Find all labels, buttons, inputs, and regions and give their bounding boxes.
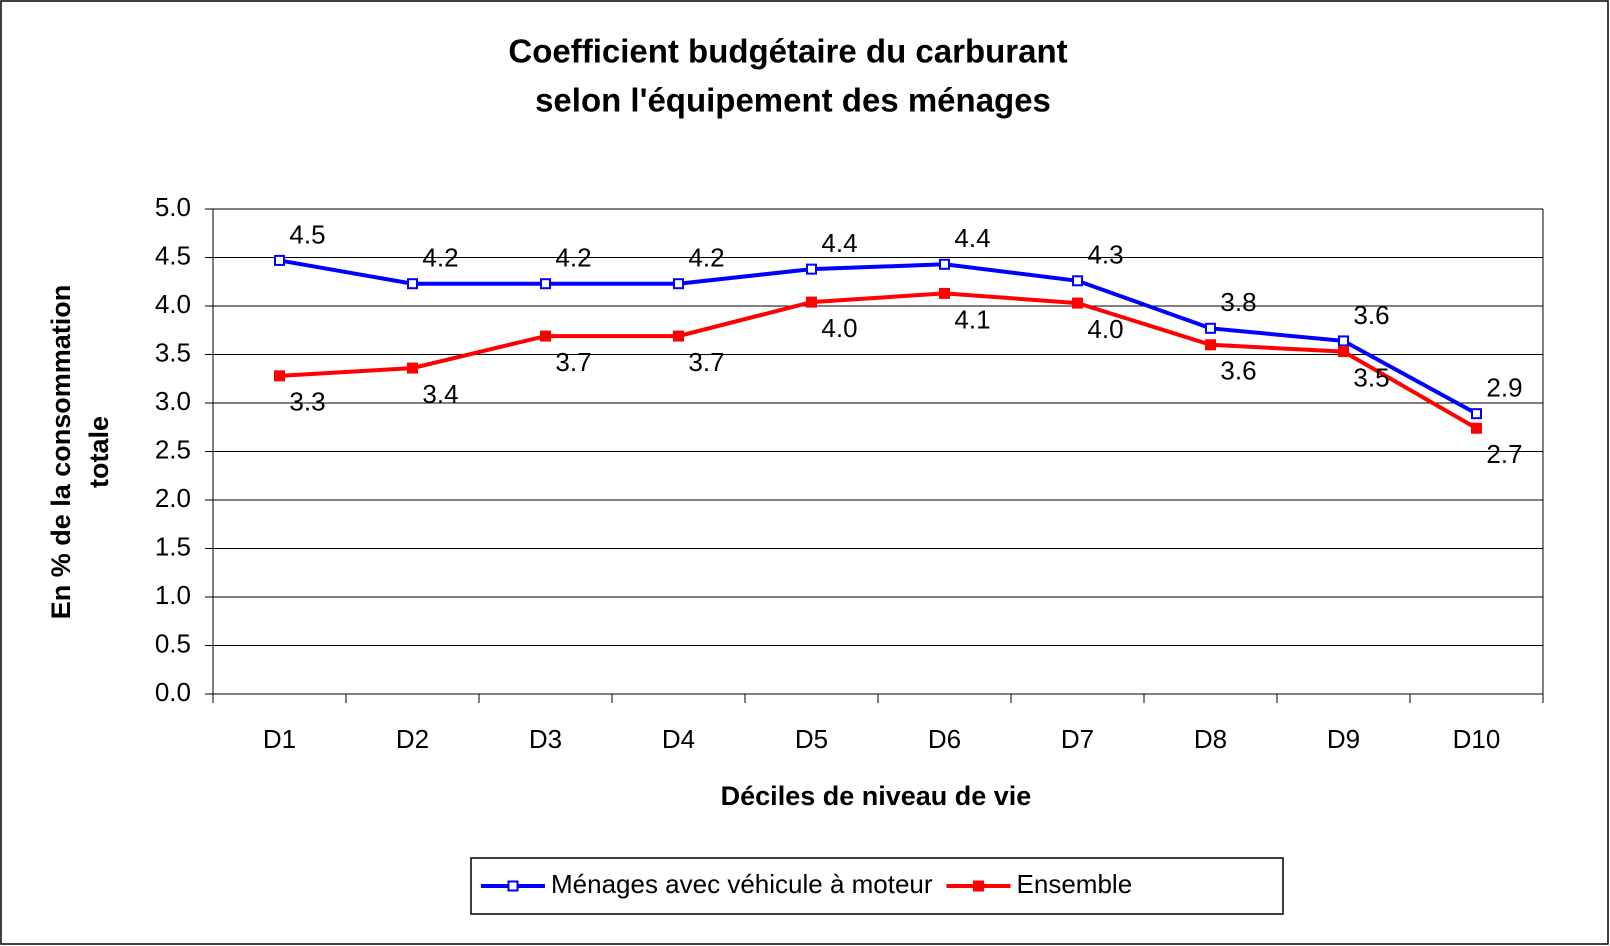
x-tick-label: D5 bbox=[795, 724, 828, 754]
point-marker bbox=[1471, 408, 1482, 420]
data-label: 3.8 bbox=[1220, 287, 1256, 317]
x-tick-label: D2 bbox=[396, 724, 429, 754]
point-marker bbox=[540, 278, 551, 290]
point-marker bbox=[939, 287, 950, 299]
point-marker bbox=[673, 278, 684, 290]
data-label: 4.0 bbox=[1087, 314, 1123, 344]
data-label: 4.3 bbox=[1087, 240, 1123, 270]
y-tick-label: 3.0 bbox=[155, 386, 191, 416]
data-label: 3.6 bbox=[1353, 300, 1389, 330]
y-axis-label: totale bbox=[84, 416, 114, 488]
y-tick-label: 4.5 bbox=[155, 240, 191, 270]
point-marker bbox=[1205, 322, 1216, 334]
data-label: 4.4 bbox=[821, 228, 857, 258]
point-marker bbox=[540, 330, 551, 342]
x-tick-label: D1 bbox=[263, 724, 296, 754]
y-tick-label: 2.0 bbox=[155, 483, 191, 513]
point-marker bbox=[1338, 335, 1349, 347]
x-tick-label: D4 bbox=[662, 724, 695, 754]
legend-marker bbox=[973, 880, 985, 892]
point-marker bbox=[274, 254, 285, 266]
legend-box bbox=[470, 857, 1284, 915]
x-tick-label: D8 bbox=[1194, 724, 1227, 754]
point-marker bbox=[939, 258, 950, 270]
data-label: 4.1 bbox=[954, 304, 990, 334]
point-marker bbox=[407, 278, 418, 290]
data-label: 4.4 bbox=[954, 223, 990, 253]
y-tick-label: 3.5 bbox=[155, 337, 191, 367]
data-label: 3.7 bbox=[555, 347, 591, 377]
point-marker bbox=[1072, 297, 1083, 309]
series-line bbox=[279, 258, 1478, 416]
data-label: 2.7 bbox=[1486, 439, 1522, 469]
point-marker bbox=[1471, 422, 1482, 434]
legend-label: Ensemble bbox=[1017, 869, 1133, 899]
y-tick-label: 0.5 bbox=[155, 628, 191, 658]
x-axis-label: Déciles de niveau de vie bbox=[721, 781, 1032, 811]
data-label: 3.6 bbox=[1220, 356, 1256, 386]
x-tick-label: D6 bbox=[928, 724, 961, 754]
legend-label: Ménages avec véhicule à moteur bbox=[551, 869, 933, 899]
y-tick-label: 1.0 bbox=[155, 580, 191, 610]
data-label: 3.4 bbox=[422, 379, 458, 409]
point-marker bbox=[1072, 275, 1083, 287]
point-marker bbox=[1205, 339, 1216, 351]
data-label: 3.3 bbox=[289, 387, 325, 417]
data-label: 3.5 bbox=[1353, 362, 1389, 392]
series-line bbox=[279, 291, 1478, 430]
point-marker bbox=[806, 296, 817, 308]
data-label: 4.0 bbox=[821, 313, 857, 343]
y-tick-label: 1.5 bbox=[155, 531, 191, 561]
point-marker bbox=[673, 330, 684, 342]
data-label: 4.2 bbox=[422, 243, 458, 273]
x-tick-label: D9 bbox=[1327, 724, 1360, 754]
y-tick-label: 0.0 bbox=[155, 677, 191, 707]
y-tick-label: 4.0 bbox=[155, 289, 191, 319]
point-marker bbox=[806, 263, 817, 275]
y-tick-label: 5.0 bbox=[155, 192, 191, 222]
x-tick-label: D3 bbox=[529, 724, 562, 754]
data-label: 3.7 bbox=[688, 347, 724, 377]
point-marker bbox=[274, 370, 285, 382]
data-label: 4.2 bbox=[555, 243, 591, 273]
x-tick-label: D10 bbox=[1453, 724, 1501, 754]
chart-title: Coefficient budgétaire du carburant bbox=[508, 33, 1067, 70]
data-label: 4.5 bbox=[289, 219, 325, 249]
point-marker bbox=[1338, 346, 1349, 358]
x-tick-label: D7 bbox=[1061, 724, 1094, 754]
legend-marker bbox=[507, 880, 519, 892]
data-label: 4.2 bbox=[688, 243, 724, 273]
point-marker bbox=[407, 362, 418, 374]
y-tick-label: 2.5 bbox=[155, 434, 191, 464]
chart-title: selon l'équipement des ménages bbox=[535, 82, 1051, 119]
y-axis-label: En % de la consommation bbox=[46, 285, 76, 620]
data-label: 2.9 bbox=[1486, 373, 1522, 403]
